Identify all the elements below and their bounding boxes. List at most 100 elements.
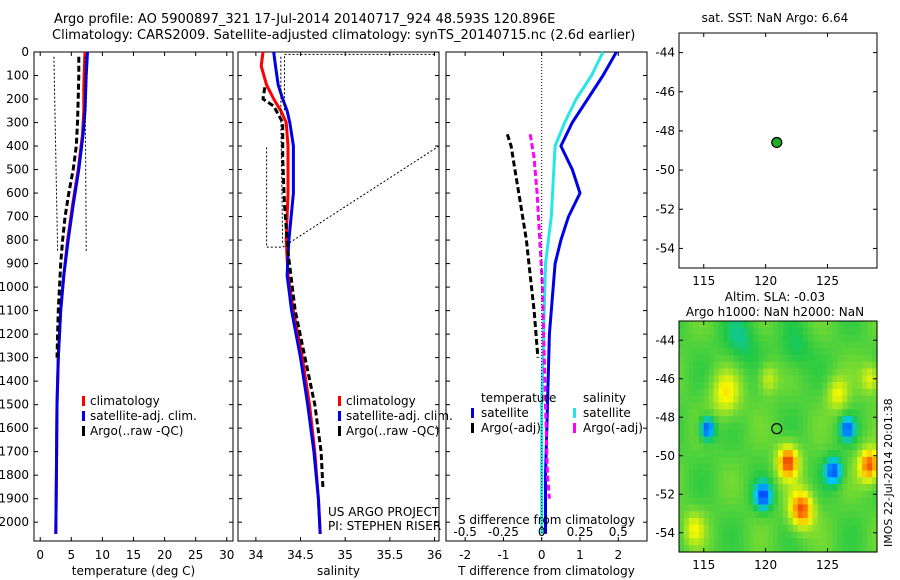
heatmap-cell [837,484,843,492]
heatmap-cell [832,436,838,444]
heatmap-cell [763,416,769,424]
heatmap-cell [693,470,700,478]
heatmap-cell [857,341,863,349]
heatmap-cell [802,497,809,506]
difference-series-2 [540,51,605,534]
heatmap-cell [792,321,799,329]
heatmap-cell [832,450,838,458]
heatmap-cell [743,545,749,553]
heatmap-cell [837,341,843,349]
heatmap-cell [847,463,853,472]
heatmap-cell [733,327,739,336]
heatmap-cell [733,334,739,342]
heatmap-cell [693,321,700,329]
heatmap-cell [713,348,720,356]
heatmap-cell [718,450,725,458]
heatmap-cell [738,518,744,526]
heatmap-cell [792,450,799,458]
heatmap-cell [708,388,715,397]
heatmap-cell [738,463,744,472]
heatmap-cell [723,341,730,349]
heatmap-cell [812,524,819,533]
heatmap-cell [792,409,799,417]
heatmap-cell [862,354,868,363]
heatmap-cell [862,375,868,383]
x-tick-label: 5 [67,548,75,562]
profile-envelope-line [84,56,87,252]
heatmap-cell [758,334,764,342]
heatmap-cell [792,511,799,519]
legend-swatch [82,396,85,406]
heatmap-cell [852,463,858,472]
heatmap-cell [718,368,725,376]
heatmap-cell [807,470,814,478]
heatmap-cell [787,382,794,390]
heatmap-cell [782,321,789,329]
heatmap-cell [723,429,730,438]
heatmap-cell [723,518,730,526]
heatmap-cell [688,395,695,404]
x-tick-label: 34.5 [287,548,314,562]
heatmap-cell [748,334,754,342]
heatmap-cell [872,497,878,506]
heatmap-cell [768,395,774,404]
sst_map-frame [678,32,878,269]
heatmap-cell [852,511,858,519]
heatmap-cell [787,341,794,349]
heatmap-cell [723,456,730,465]
heatmap-cell [867,348,873,356]
heatmap-cell [773,354,779,363]
heatmap-cell [688,531,695,540]
salinity-xlabel: salinity [317,564,360,578]
heatmap-cell [753,477,759,485]
heatmap-cell [778,334,784,342]
heatmap-cell [832,484,838,492]
heatmap-cell [703,511,710,519]
heatmap-cell [832,382,838,390]
heatmap-cell [802,321,809,329]
heatmap-cell [862,341,868,349]
heatmap-cell [753,463,759,472]
heatmap-cell [852,443,858,451]
heatmap-cell [822,538,829,546]
heatmap-cell [817,382,824,390]
heatmap-cell [862,321,868,329]
heatmap-cell [782,490,789,499]
heatmap-cell [743,375,749,383]
heatmap-cell [763,450,769,458]
heatmap-cell [693,538,700,546]
heatmap-cell [812,463,819,472]
heatmap-cell [827,443,834,451]
heatmap-cell [822,375,829,383]
difference-xlabel: T difference from climatology [457,564,635,578]
heatmap-cell [679,484,685,492]
heatmap-cell [708,450,715,458]
heatmap-cell [713,409,720,417]
heatmap-cell [787,436,794,444]
heatmap-cell [773,334,779,342]
heatmap-cell [812,511,819,519]
heatmap-cell [807,443,814,451]
heatmap-cell [802,348,809,356]
y-tick-label: 1300 [0,351,29,365]
heatmap-cell [738,436,744,444]
heatmap-cell [812,361,819,370]
heatmap-cell [683,484,690,492]
heatmap-cell [748,497,754,506]
y-tick-label: 1900 [0,492,29,506]
heatmap-cell [743,511,749,519]
x-tick-label: 34 [248,548,263,562]
heatmap-cell [753,436,759,444]
heatmap-cell [703,382,710,390]
heatmap-cell [753,450,759,458]
y-tick-label: -52 [655,487,675,501]
heatmap-cell [797,456,804,465]
heatmap-cell [763,395,769,404]
heatmap-cell [698,456,705,465]
heatmap-cell [713,327,720,336]
heatmap-cell [748,409,754,417]
heatmap-cell [748,354,754,363]
heatmap-cell [748,321,754,329]
heatmap-cell [773,538,779,546]
heatmap-cell [842,524,848,533]
